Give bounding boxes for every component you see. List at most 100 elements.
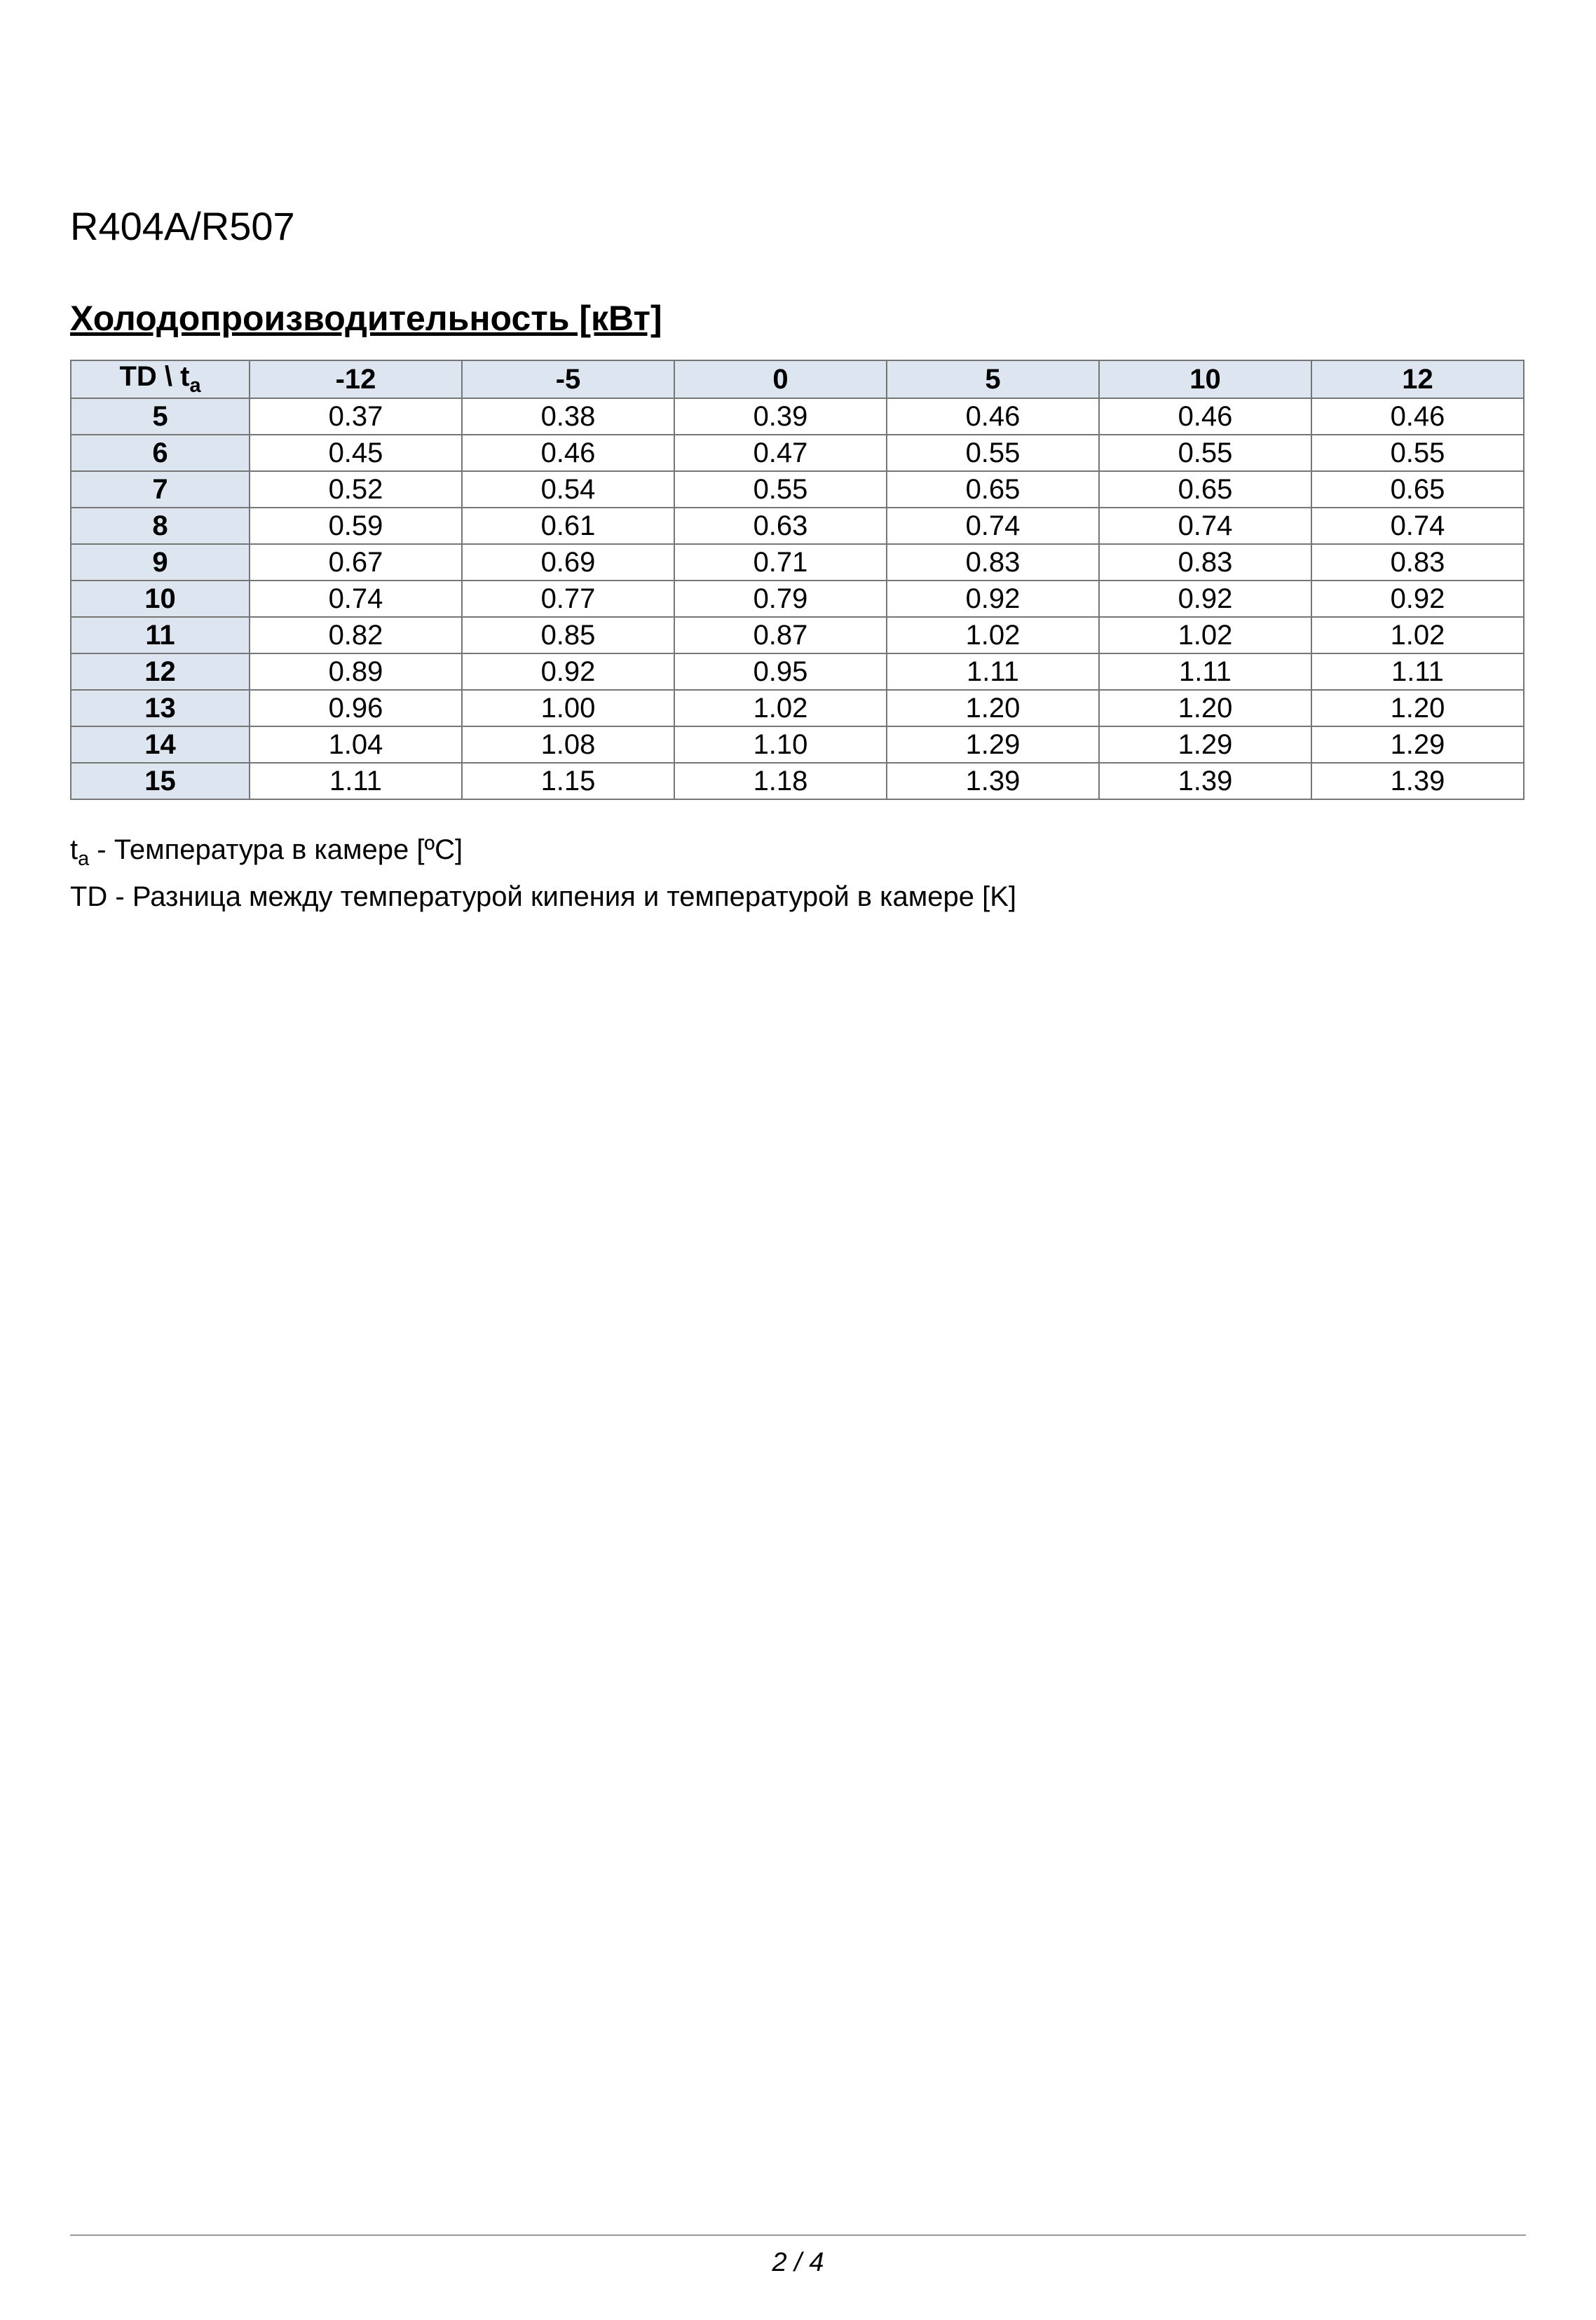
table-cell: 0.37 xyxy=(250,398,462,435)
table-row: 100.740.770.790.920.920.92 xyxy=(71,581,1524,617)
table-cell: 0.52 xyxy=(250,471,462,508)
table-cell: 1.02 xyxy=(674,690,887,726)
table-cell: 1.02 xyxy=(887,617,1099,653)
table-cell: 0.47 xyxy=(674,435,887,471)
table-cell: 0.74 xyxy=(1099,508,1311,544)
col-header: 10 xyxy=(1099,360,1311,398)
table-row: 50.370.380.390.460.460.46 xyxy=(71,398,1524,435)
table-cell: 0.85 xyxy=(462,617,674,653)
table-cell: 0.61 xyxy=(462,508,674,544)
table-cell: 0.55 xyxy=(1099,435,1311,471)
table-cell: 1.04 xyxy=(250,726,462,763)
table-cell: 1.18 xyxy=(674,763,887,799)
row-header: 13 xyxy=(71,690,250,726)
table-cell: 1.08 xyxy=(462,726,674,763)
table-corner-header: TD \ ta xyxy=(71,360,250,398)
legend: ta - Температура в камере [ºC] TD - Разн… xyxy=(70,828,1526,918)
table-cell: 0.82 xyxy=(250,617,462,653)
table-cell: 0.92 xyxy=(1099,581,1311,617)
table-cell: 0.65 xyxy=(1099,471,1311,508)
table-cell: 0.46 xyxy=(887,398,1099,435)
table-cell: 1.11 xyxy=(1099,653,1311,690)
row-header: 14 xyxy=(71,726,250,763)
corner-label: TD \ t xyxy=(120,361,190,392)
table-row: 60.450.460.470.550.550.55 xyxy=(71,435,1524,471)
corner-label-sub: a xyxy=(189,374,200,397)
table-cell: 0.46 xyxy=(1311,398,1524,435)
footer-divider xyxy=(70,2234,1526,2236)
row-header: 11 xyxy=(71,617,250,653)
table-cell: 1.20 xyxy=(1099,690,1311,726)
table-header-row: TD \ ta -12 -5 0 5 10 12 xyxy=(71,360,1524,398)
table-cell: 0.83 xyxy=(887,544,1099,581)
table-cell: 0.92 xyxy=(1311,581,1524,617)
table-cell: 1.39 xyxy=(1099,763,1311,799)
table-cell: 1.29 xyxy=(1099,726,1311,763)
table-cell: 1.02 xyxy=(1099,617,1311,653)
document-page: R404A/R507 Холодопроизводительность [кВт… xyxy=(0,0,1596,2320)
row-header: 12 xyxy=(71,653,250,690)
table-row: 80.590.610.630.740.740.74 xyxy=(71,508,1524,544)
row-header: 15 xyxy=(71,763,250,799)
col-header: -12 xyxy=(250,360,462,398)
table-cell: 0.79 xyxy=(674,581,887,617)
table-cell: 1.20 xyxy=(887,690,1099,726)
table-cell: 0.55 xyxy=(1311,435,1524,471)
table-cell: 0.77 xyxy=(462,581,674,617)
table-cell: 0.39 xyxy=(674,398,887,435)
col-header: 12 xyxy=(1311,360,1524,398)
legend-line-2: TD - Разница между температурой кипения … xyxy=(70,875,1526,918)
table-cell: 0.38 xyxy=(462,398,674,435)
row-header: 8 xyxy=(71,508,250,544)
table-cell: 0.96 xyxy=(250,690,462,726)
table-cell: 1.11 xyxy=(1311,653,1524,690)
table-cell: 1.11 xyxy=(887,653,1099,690)
table-row: 70.520.540.550.650.650.65 xyxy=(71,471,1524,508)
table-cell: 1.39 xyxy=(887,763,1099,799)
table-cell: 0.46 xyxy=(462,435,674,471)
table-cell: 0.54 xyxy=(462,471,674,508)
table-cell: 0.95 xyxy=(674,653,887,690)
table-cell: 0.83 xyxy=(1099,544,1311,581)
table-cell: 0.55 xyxy=(674,471,887,508)
section-title: Холодопроизводительность [кВт] xyxy=(70,298,1526,339)
table-cell: 0.87 xyxy=(674,617,887,653)
table-row: 110.820.850.871.021.021.02 xyxy=(71,617,1524,653)
table-row: 120.890.920.951.111.111.11 xyxy=(71,653,1524,690)
table-body: 50.370.380.390.460.460.4660.450.460.470.… xyxy=(71,398,1524,799)
table-cell: 0.65 xyxy=(1311,471,1524,508)
table-cell: 0.45 xyxy=(250,435,462,471)
page-number: 2 / 4 xyxy=(0,2248,1596,2278)
table-cell: 0.92 xyxy=(887,581,1099,617)
table-cell: 0.83 xyxy=(1311,544,1524,581)
table-cell: 1.29 xyxy=(887,726,1099,763)
table-cell: 1.39 xyxy=(1311,763,1524,799)
legend-ta-symbol: t xyxy=(70,834,78,865)
capacity-table: TD \ ta -12 -5 0 5 10 12 50.370.380.390.… xyxy=(70,360,1525,800)
table-row: 151.111.151.181.391.391.39 xyxy=(71,763,1524,799)
table-cell: 1.02 xyxy=(1311,617,1524,653)
table-cell: 0.92 xyxy=(462,653,674,690)
row-header: 5 xyxy=(71,398,250,435)
row-header: 9 xyxy=(71,544,250,581)
col-header: 5 xyxy=(887,360,1099,398)
table-cell: 0.69 xyxy=(462,544,674,581)
col-header: -5 xyxy=(462,360,674,398)
table-row: 130.961.001.021.201.201.20 xyxy=(71,690,1524,726)
table-cell: 0.74 xyxy=(1311,508,1524,544)
page-title: R404A/R507 xyxy=(70,203,1526,249)
table-cell: 1.10 xyxy=(674,726,887,763)
table-cell: 0.89 xyxy=(250,653,462,690)
legend-ta-desc: - Температура в камере [ºC] xyxy=(89,834,463,865)
table-cell: 0.59 xyxy=(250,508,462,544)
row-header: 7 xyxy=(71,471,250,508)
table-cell: 1.15 xyxy=(462,763,674,799)
table-cell: 0.71 xyxy=(674,544,887,581)
table-row: 90.670.690.710.830.830.83 xyxy=(71,544,1524,581)
table-row: 141.041.081.101.291.291.29 xyxy=(71,726,1524,763)
table-cell: 0.67 xyxy=(250,544,462,581)
table-cell: 0.46 xyxy=(1099,398,1311,435)
table-cell: 0.74 xyxy=(250,581,462,617)
table-cell: 1.11 xyxy=(250,763,462,799)
row-header: 6 xyxy=(71,435,250,471)
